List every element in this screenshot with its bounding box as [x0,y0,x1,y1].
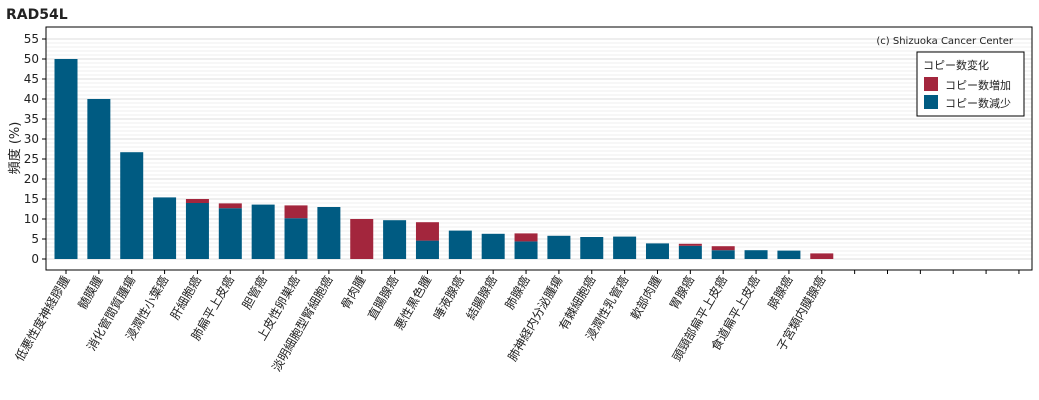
x-tick-label: 胆管癌 [239,273,270,312]
y-tick-label: 10 [24,212,39,226]
x-tick-label: 胃腺癌 [666,273,697,312]
bar-loss [251,204,275,259]
bar-loss [711,250,735,259]
bars [54,59,834,259]
bar-gain [185,199,209,203]
bar-loss [185,203,209,259]
y-axis-label: 頻度 (%) [7,122,23,175]
y-tick-label: 55 [24,32,39,46]
bar-loss [153,197,177,259]
bar-gain [284,205,308,219]
bar-loss [87,99,111,259]
x-tick-label: 軟部肉腫 [627,273,664,322]
bar-loss [448,230,472,259]
y-tick-label: 15 [24,192,39,206]
bar-loss [514,241,538,259]
x-tick-label: 膵腺癌 [765,273,796,312]
bar-loss [54,59,78,259]
credit-text: (c) Shizuoka Cancer Center [876,36,1014,47]
bar-gain [415,222,439,241]
bar-gain [218,203,242,209]
bar-loss [645,243,669,259]
y-tick-label: 25 [24,152,39,166]
legend-title: コピー数変化 [923,58,989,72]
bar-loss [678,245,702,259]
bar-gain [711,246,735,251]
y-tick-label: 5 [31,232,39,246]
x-tick-label: 骨肉腫 [338,274,368,312]
grid [46,38,1032,260]
y-tick-label: 50 [24,52,39,66]
bar-gain [514,233,538,242]
legend-swatch-gain [924,77,938,91]
bar-loss [547,235,571,259]
x-tick-label: 結腸腺癌 [463,273,500,322]
bar-loss [481,233,505,259]
x-tick-label: 唾液腺癌 [430,273,467,322]
chart-title: RAD54L [6,7,68,23]
bar-loss [777,250,801,259]
legend-swatch-loss [924,95,938,109]
bar-loss [415,240,439,259]
y-tick-label: 45 [24,72,39,86]
bar-loss [317,207,341,259]
bar-loss [580,237,604,259]
bar-loss [613,236,637,259]
legend: コピー数変化 コピー数増加 コピー数減少 [916,51,1025,117]
bar-gain [350,219,374,259]
x-tick-label: 髄膜腫 [74,273,105,312]
y-tick-label: 40 [24,92,39,106]
bar-loss [284,218,308,259]
y-tick-label: 0 [31,252,39,266]
bar-loss [744,250,768,259]
x-tick-label: 肝細胞癌 [167,273,204,322]
bar-loss [383,220,407,259]
bar-loss [218,208,242,259]
x-tick-label: 淡明細胞型腎細胞癌 [268,273,335,374]
y-tick-label: 35 [24,112,39,126]
y-tick-label: 30 [24,132,39,146]
bar-loss [120,152,144,259]
x-tick-label: 直腸腺癌 [364,273,401,322]
legend-label-gain: コピー数増加 [945,79,1011,92]
y-tick-label: 20 [24,172,39,186]
x-tick-label: 低悪性度神経膠腫 [12,273,73,364]
x-tick-label: 肺腺癌 [502,273,533,312]
bar-gain [678,243,702,246]
bar-gain [810,253,834,259]
legend-label-loss: コピー数減少 [945,96,1011,110]
plot-frame [45,26,1033,271]
